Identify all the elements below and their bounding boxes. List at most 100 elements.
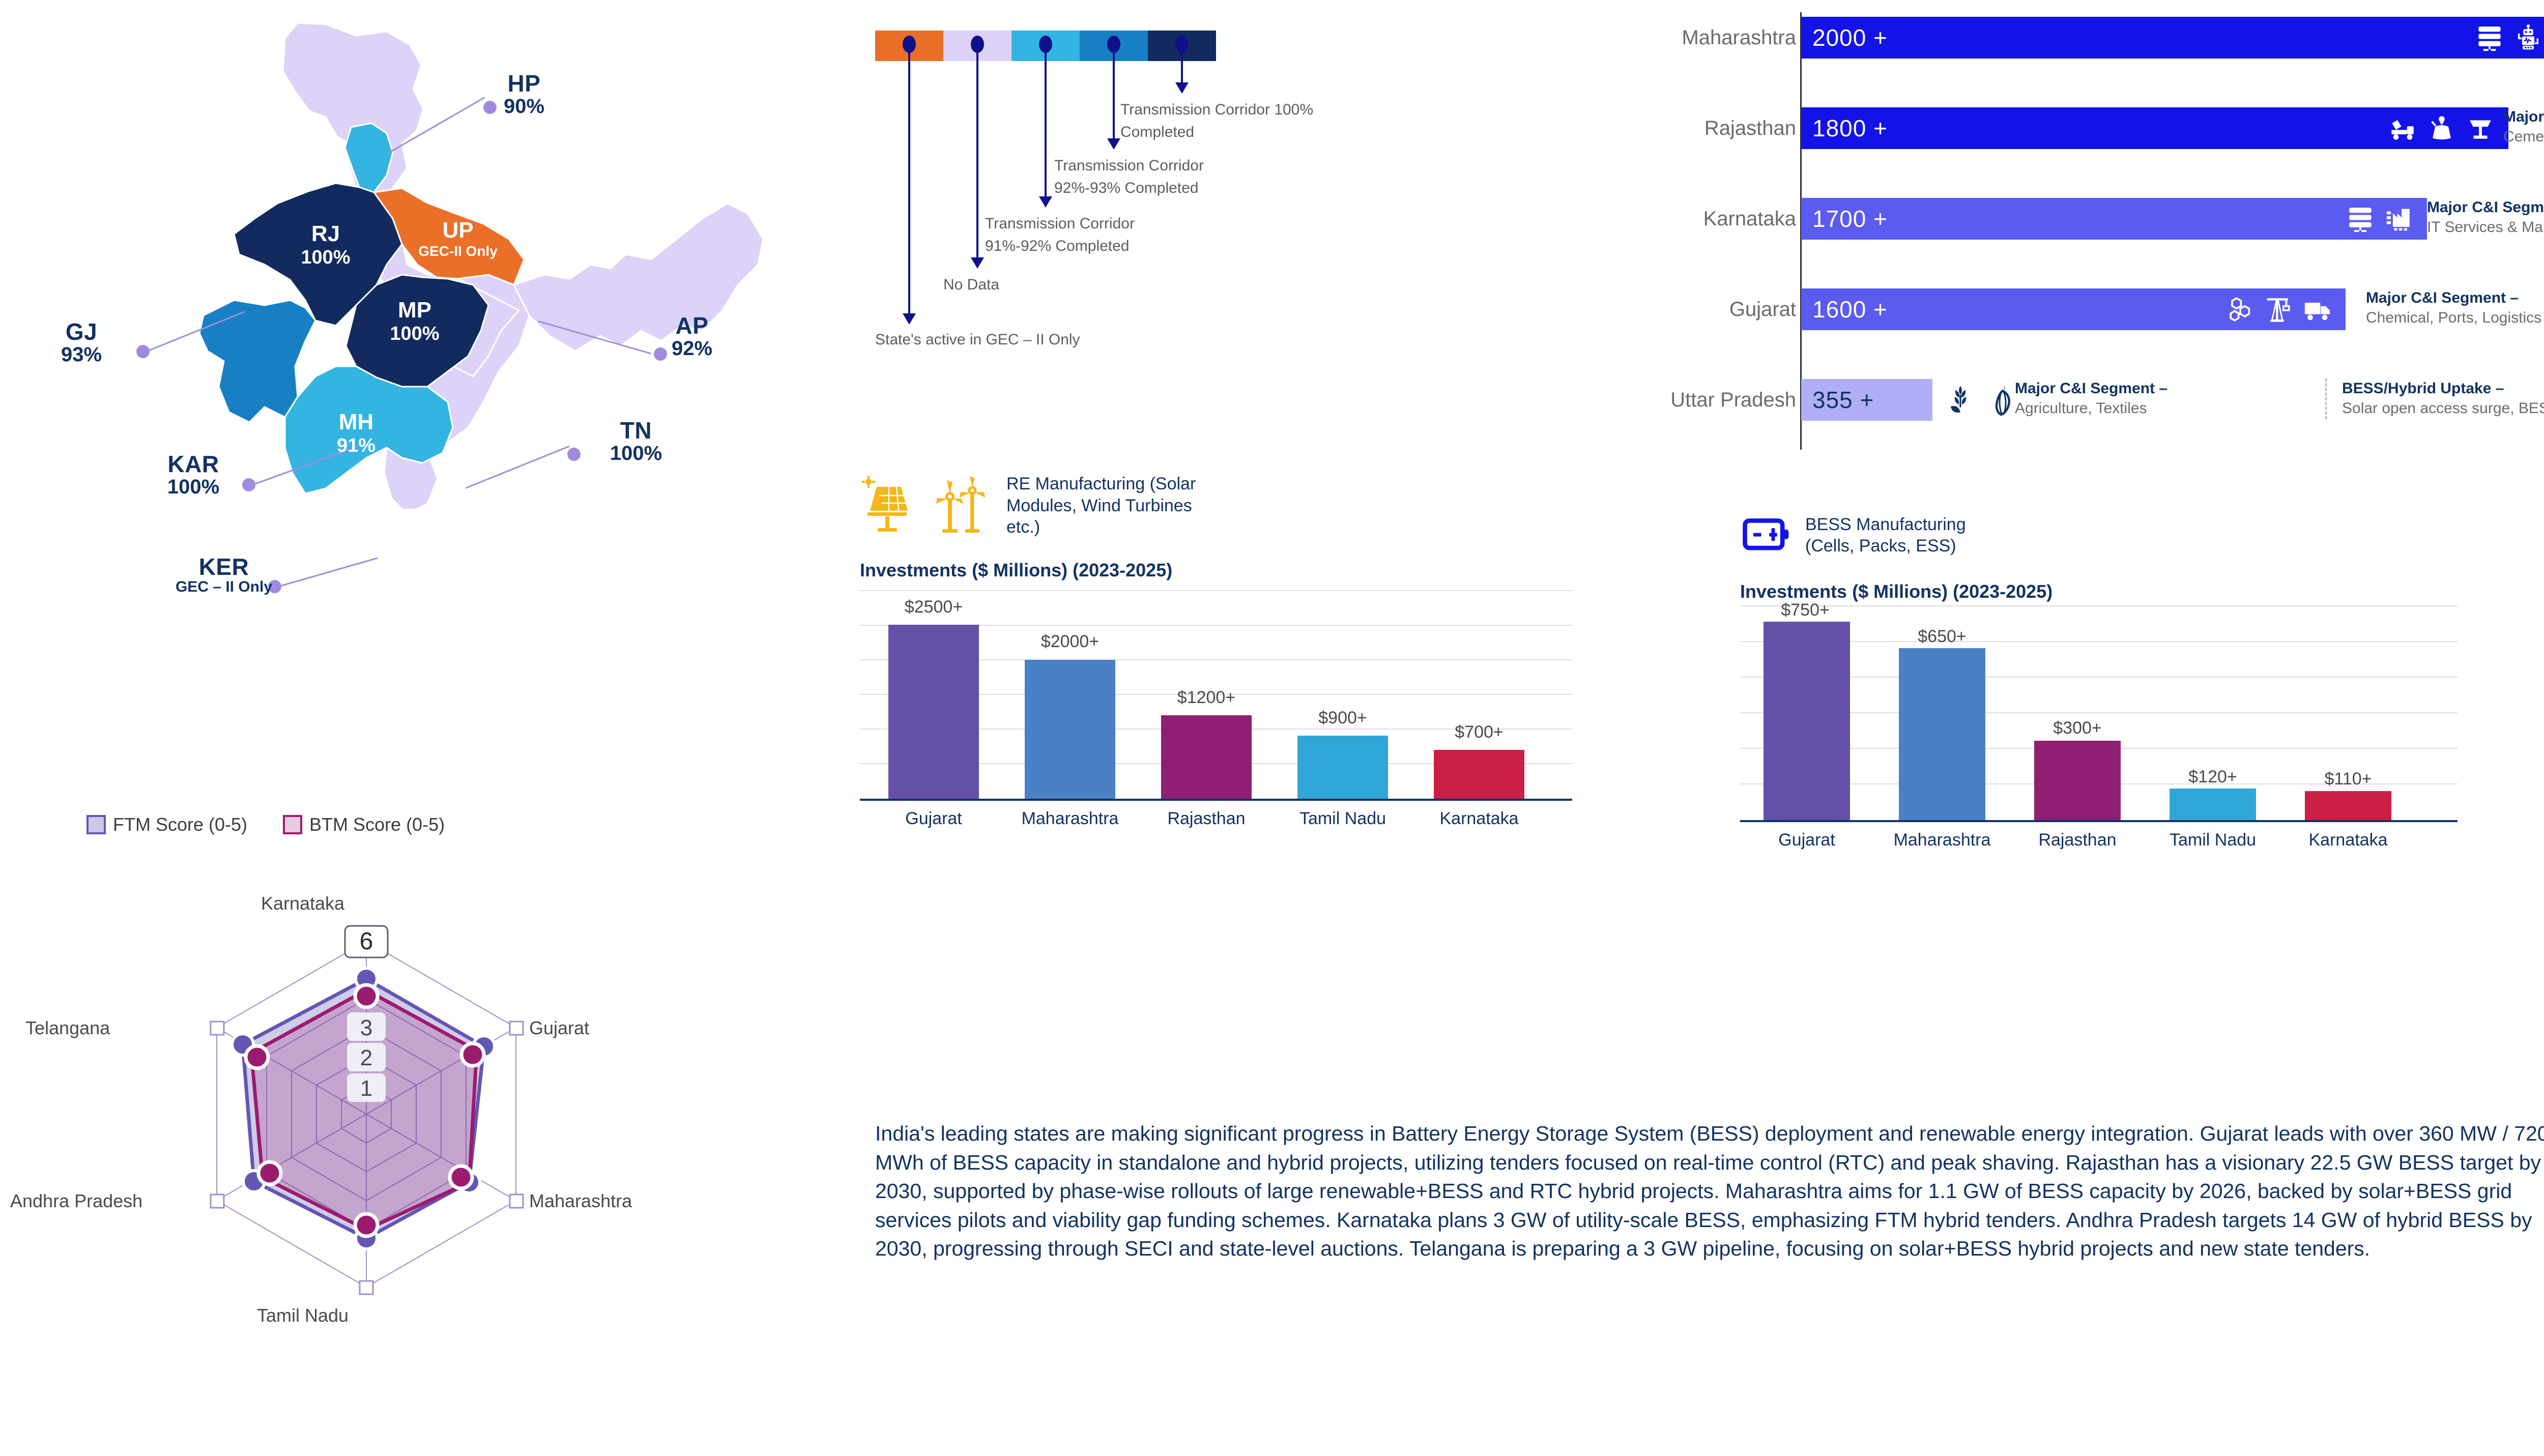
legend-line-0 xyxy=(908,46,910,315)
radar-legend-ftm[interactable]: FTM Score (0-5) xyxy=(86,814,247,835)
leader-dot-hp xyxy=(483,101,497,114)
segment-title-4: Major C&I Segment – xyxy=(2015,380,2168,397)
svg-text:6: 6 xyxy=(360,928,373,955)
re-bar-maharashtra[interactable] xyxy=(1025,659,1115,799)
re-xlabel-1: Maharashtra xyxy=(1021,808,1119,828)
state-bar-name-0: Maharashtra xyxy=(1682,26,1796,49)
re-manufacturing-chart: RE Manufacturing (Solar Modules, Wind Tu… xyxy=(860,473,1643,839)
map-inlabel-mp-name: MP xyxy=(398,298,431,323)
bess-bar-label-1: $650+ xyxy=(1918,627,1967,646)
re-chart-subtitle: Investments ($ Millions) (2023-2025) xyxy=(860,559,1173,580)
map-label-kar: KAR 100% xyxy=(142,452,244,498)
map-inlabel-rj-name: RJ xyxy=(311,221,340,246)
radar-label-tamilnadu: Tamil Nadu xyxy=(256,1305,349,1326)
map-label-tn-name: TN xyxy=(620,417,652,444)
molecule-icon xyxy=(2230,297,2250,322)
state-bar-row-karnataka[interactable]: Karnataka 1700 + Major C&I Segment – IT … xyxy=(1409,193,2544,244)
wind-turbine-icon xyxy=(936,476,986,533)
re-bar-tamilnadu[interactable] xyxy=(1297,735,1388,799)
state-bar-icons-4 xyxy=(1944,384,2020,417)
state-bar-fill-2: 1700 + xyxy=(1801,198,2427,240)
server-icon xyxy=(2478,26,2501,51)
india-map-panel: HP 90% GJ 93% KAR 100% KER GEC – II Only… xyxy=(0,0,845,595)
bess-gridline-3 xyxy=(1740,712,2458,713)
svg-text:1: 1 xyxy=(360,1076,372,1101)
cement-truck-icon xyxy=(2391,120,2414,140)
state-bar-row-maharashtra[interactable]: Maharashtra 2000 + Major C&I Segment – A… xyxy=(1409,12,2544,63)
bess-xlabel-4: Karnataka xyxy=(2308,830,2388,850)
bess-bar-gujarat[interactable] xyxy=(1764,622,1850,820)
bess-bar-tamilnadu[interactable] xyxy=(2170,789,2256,820)
map-inlabel-up-value: GEC-II Only xyxy=(418,243,498,259)
map-inlabel-rj-value: 100% xyxy=(301,247,351,268)
factory-icon xyxy=(2386,209,2410,231)
map-inlabel-rj: RJ 100% xyxy=(275,221,377,269)
svg-text:2: 2 xyxy=(360,1045,372,1070)
state-bar-value-4: 355 + xyxy=(1812,387,1874,413)
state-bar-info-3: Major C&I Segment – Chemical, Ports, Log… xyxy=(2366,288,2544,329)
re-gridline-3 xyxy=(860,693,1572,695)
bess-chart-subtitle: Investments ($ Millions) (2023-2025) xyxy=(1740,581,2053,602)
map-label-tn-value: 100% xyxy=(610,442,662,465)
state-bar-name-4: Uttar Pradesh xyxy=(1670,389,1796,411)
legend-label-0: State's active in GEC – II Only xyxy=(875,331,1080,348)
state-bar-icons-3 xyxy=(2225,295,2332,324)
re-bar-label-1: $2000+ xyxy=(1040,631,1100,651)
map-state-up xyxy=(372,187,525,286)
bess-bar-rajasthan[interactable] xyxy=(2034,741,2121,820)
state-bar-value-3: 1600 + xyxy=(1812,296,1888,323)
leader-dot-kar xyxy=(242,478,255,491)
radar-legend-ftm-swatch xyxy=(86,815,106,834)
legend-label-1: No Data xyxy=(943,276,1000,293)
radar-label-telangana: Telangana xyxy=(25,1017,110,1038)
map-inlabel-up-name: UP xyxy=(442,218,474,243)
re-bar-gujarat[interactable] xyxy=(888,624,979,799)
re-bar-label-2: $1200+ xyxy=(1177,687,1236,707)
wheat-icon xyxy=(1950,386,1967,413)
state-bar-segment-1: Major C&I Segment – Cement, Metals & Min… xyxy=(2503,107,2544,148)
radar-svg: 6 3 2 1 xyxy=(210,925,524,1295)
map-inlabel-mh: MH 91% xyxy=(305,410,407,457)
radar-legend-ftm-label: FTM Score (0-5) xyxy=(113,814,248,835)
state-bar-row-gujarat[interactable]: Gujarat 1600 + Major C&I Segment – Chemi… xyxy=(1409,284,2544,335)
radar-legend: FTM Score (0-5) BTM Score (0-5) xyxy=(86,814,445,835)
bess-bar-karnataka[interactable] xyxy=(2305,791,2391,820)
map-label-hp-value: 90% xyxy=(503,95,545,118)
bess-bar-label-3: $120+ xyxy=(2188,767,2237,787)
solar-panel-icon xyxy=(862,475,909,532)
segment-text-4: Agriculture, Textiles xyxy=(2015,400,2147,417)
leader-dot-ker xyxy=(268,580,281,593)
map-legend: State's active in GEC – II Only No Data … xyxy=(865,20,1374,376)
bess-xlabel-1: Maharashtra xyxy=(1893,830,1991,850)
state-bar-row-rajasthan[interactable]: Rajasthan 1800 + Major C&I Segment – Cem… xyxy=(1409,103,2544,154)
map-label-tn: TN 100% xyxy=(585,418,687,464)
radar-legend-btm[interactable]: BTM Score (0-5) xyxy=(283,814,445,835)
legend-line-3 xyxy=(1113,46,1115,140)
map-state-rj xyxy=(233,182,403,327)
legend-arrow-4 xyxy=(1175,82,1189,94)
re-chart-plot: $2500+ $2000+ $1200+ $900+ $700+ xyxy=(860,590,1572,801)
state-bar-chart: Maharashtra 2000 + Major C&I Segment – A… xyxy=(1409,5,2544,453)
map-label-ap-name: AP xyxy=(675,312,709,339)
bess-chart-title: BESS Manufacturing (Cells, Packs, ESS) xyxy=(1805,514,1966,556)
map-inlabel-up: UP GEC-II Only xyxy=(402,218,514,259)
battery-icon xyxy=(1743,518,1789,550)
uptake-title-4: BESS/Hybrid Uptake – xyxy=(2342,380,2504,397)
state-bar-info-1: Major C&I Segment – Cement, Metals & Min… xyxy=(2503,107,2544,148)
state-bar-icons-1 xyxy=(2388,113,2495,143)
state-bar-row-uttar-pradesh[interactable]: Uttar Pradesh 355 + Major C&I Segment – … xyxy=(1409,374,2544,425)
re-bar-karnataka[interactable] xyxy=(1434,749,1524,799)
map-inlabel-mp-value: 100% xyxy=(390,323,440,344)
radar-axis-markers xyxy=(210,1021,524,1295)
radar-tick-labels: 6 3 2 1 xyxy=(344,925,389,1102)
bess-gridline-1 xyxy=(1740,641,2458,642)
server-icon xyxy=(2349,208,2372,232)
re-chart-header: RE Manufacturing (Solar Modules, Wind Tu… xyxy=(860,473,1643,538)
re-bar-rajasthan[interactable] xyxy=(1161,715,1252,799)
robot-icon xyxy=(2518,24,2539,50)
re-bar-label-0: $2500+ xyxy=(904,597,963,617)
re-xlabel-3: Tamil Nadu xyxy=(1299,808,1386,828)
state-bar-icons-0 xyxy=(2475,23,2544,52)
bess-bar-label-0: $750+ xyxy=(1781,600,1830,620)
bess-bar-maharashtra[interactable] xyxy=(1899,648,1985,820)
